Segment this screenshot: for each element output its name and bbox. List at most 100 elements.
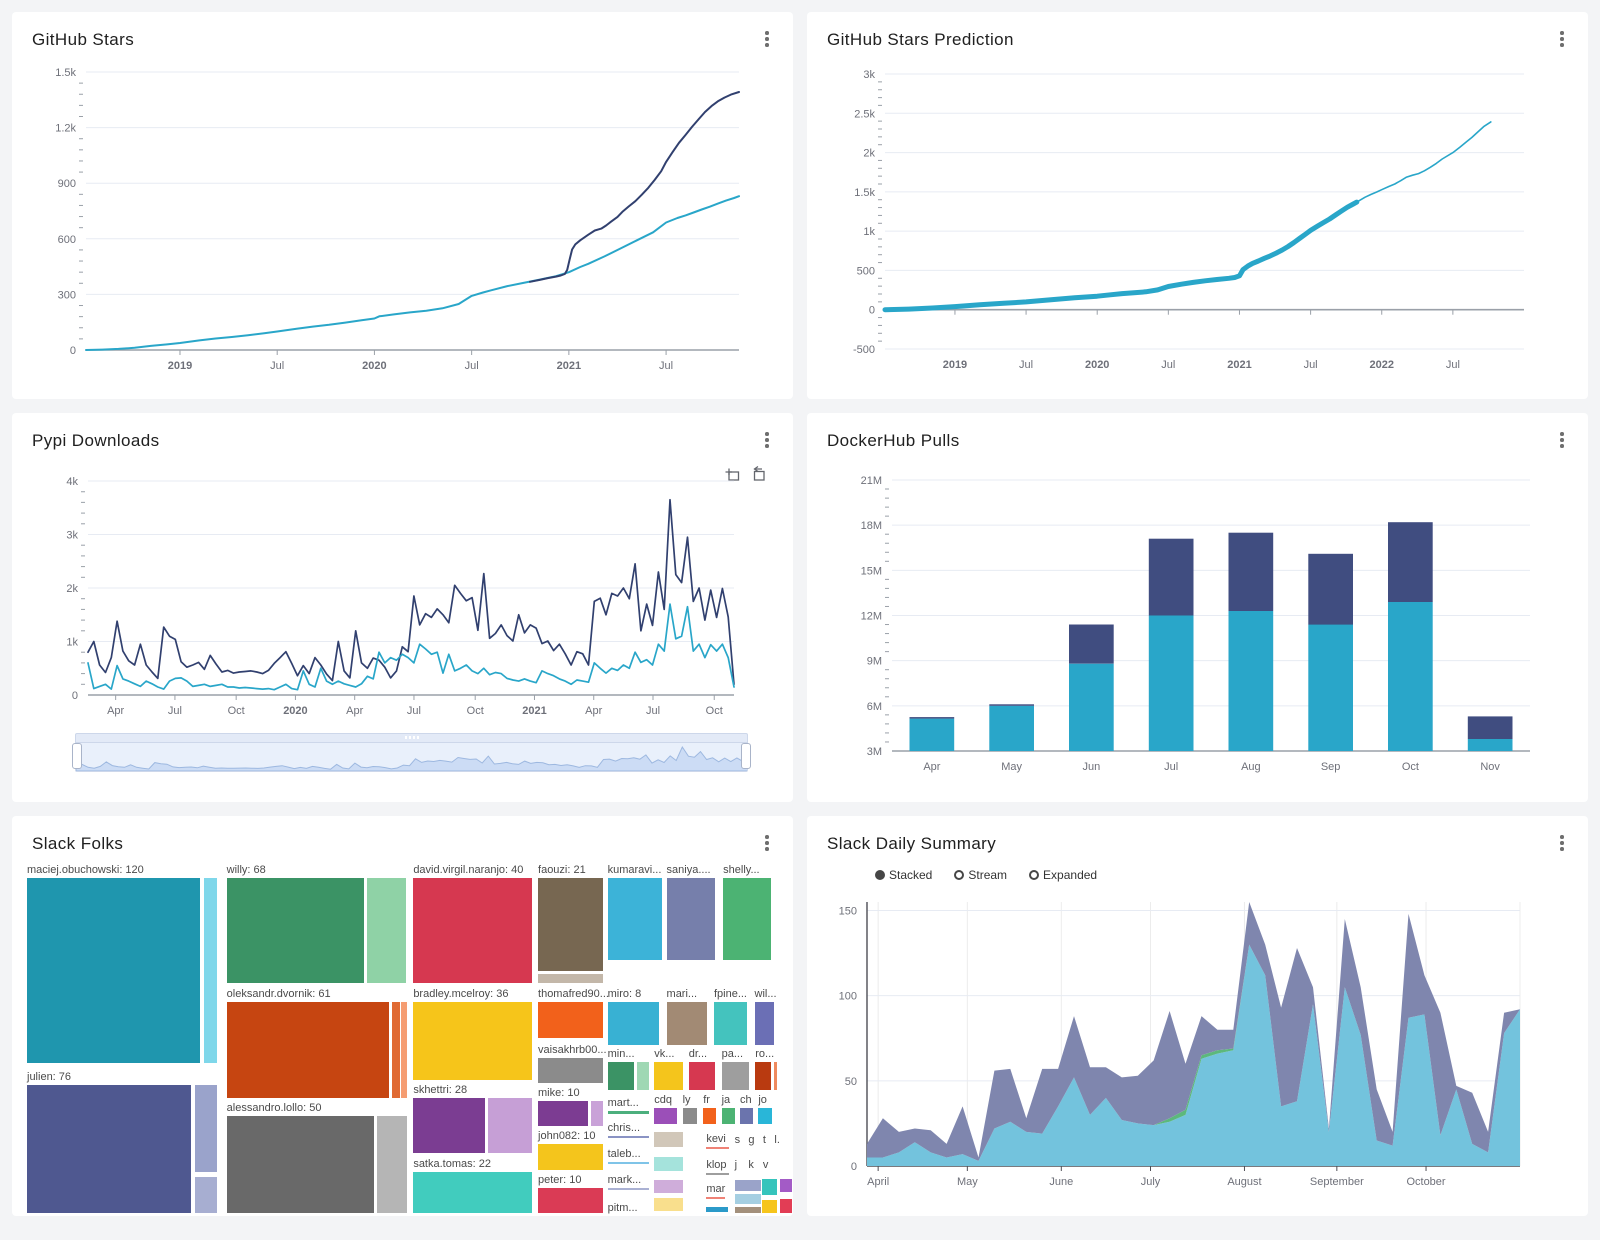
treemap-cell[interactable]: [413, 1001, 532, 1080]
bar-pulls-extra[interactable]: [1467, 716, 1513, 739]
treemap-cell[interactable]: [654, 1198, 683, 1212]
kebab-menu-icon[interactable]: [1552, 832, 1572, 854]
treemap-cell[interactable]: [773, 1061, 778, 1091]
treemap-cell[interactable]: [226, 878, 364, 983]
treemap-cell[interactable]: [654, 1179, 683, 1193]
treemap-cell[interactable]: [723, 878, 772, 961]
datazoom-slider[interactable]: [72, 733, 751, 772]
treemap-cell[interactable]: [226, 1001, 389, 1099]
treemap-cell[interactable]: [607, 1135, 649, 1139]
datazoom-move-bar[interactable]: [75, 733, 748, 743]
treemap-cell[interactable]: [762, 1199, 778, 1213]
bar-pulls-base[interactable]: [1388, 601, 1433, 751]
bar-pulls-extra[interactable]: [989, 704, 1034, 706]
treemap-cell[interactable]: [538, 878, 604, 972]
kebab-menu-icon[interactable]: [757, 429, 777, 451]
datazoom-icon[interactable]: [724, 465, 741, 482]
bar-pulls-base[interactable]: [1228, 611, 1274, 751]
kebab-menu-icon[interactable]: [757, 28, 777, 50]
treemap-cell[interactable]: [735, 1193, 761, 1204]
legend-stream[interactable]: Stream: [954, 868, 1007, 882]
treemap-cell[interactable]: [739, 1107, 753, 1125]
treemap-cell[interactable]: [607, 1111, 649, 1114]
treemap-cell[interactable]: [706, 1197, 725, 1200]
treemap-cell[interactable]: [538, 1187, 604, 1213]
treemap-cell[interactable]: [488, 1098, 532, 1154]
treemap-cell[interactable]: [706, 1147, 730, 1149]
treemap-cell[interactable]: [713, 1001, 747, 1046]
treemap-cell[interactable]: [754, 1001, 774, 1046]
treemap-cell[interactable]: [413, 1172, 532, 1213]
legend-expanded[interactable]: Expanded: [1029, 868, 1097, 882]
treemap-cell[interactable]: [590, 1101, 604, 1126]
treemap-cell[interactable]: [654, 1157, 683, 1172]
treemap-cell[interactable]: [688, 1061, 716, 1091]
bar-pulls-extra[interactable]: [1388, 522, 1433, 602]
bar-pulls-base[interactable]: [1467, 739, 1513, 751]
treemap-cell[interactable]: [779, 1198, 792, 1213]
datazoom-left-handle[interactable]: [72, 743, 82, 769]
treemap-cell[interactable]: [391, 1001, 400, 1099]
treemap-cell[interactable]: [27, 878, 200, 1063]
treemap-cell[interactable]: [538, 1101, 588, 1126]
treemap-cell[interactable]: [226, 1115, 374, 1213]
treemap-cell[interactable]: [735, 1206, 761, 1213]
treemap-cell[interactable]: [636, 1061, 649, 1091]
bar-pulls-base[interactable]: [1148, 615, 1194, 752]
svg-text:October: October: [1406, 1176, 1445, 1188]
treemap-cell[interactable]: [706, 1172, 730, 1175]
treemap-cell[interactable]: [762, 1179, 778, 1195]
bar-pulls-extra[interactable]: [1228, 532, 1274, 611]
treemap-cell[interactable]: [376, 1115, 408, 1213]
legend-stacked[interactable]: Stacked: [875, 868, 932, 882]
treemap-cell[interactable]: [27, 1085, 191, 1213]
treemap-cell[interactable]: [607, 1001, 659, 1046]
treemap-cell[interactable]: [758, 1107, 773, 1125]
treemap-cell[interactable]: [607, 1162, 649, 1165]
bar-pulls-extra[interactable]: [1308, 553, 1353, 625]
kebab-menu-icon[interactable]: [1552, 28, 1572, 50]
treemap-cell[interactable]: [538, 1143, 604, 1171]
treemap-cell[interactable]: [779, 1179, 792, 1192]
treemap-cell[interactable]: [607, 878, 662, 961]
datazoom-right-handle[interactable]: [741, 743, 751, 769]
treemap-label: min...: [607, 1047, 635, 1060]
treemap-cell[interactable]: [706, 1206, 728, 1213]
treemap-label: mike: 10: [538, 1087, 580, 1100]
restore-icon[interactable]: [750, 465, 767, 482]
treemap-cell[interactable]: [654, 1061, 683, 1091]
kebab-menu-icon[interactable]: [757, 832, 777, 854]
bar-pulls-base[interactable]: [909, 718, 955, 751]
treemap-cell[interactable]: [538, 1057, 604, 1084]
bar-pulls-extra[interactable]: [909, 717, 955, 719]
treemap-cell[interactable]: [735, 1179, 761, 1192]
bar-pulls-base[interactable]: [1308, 624, 1353, 752]
treemap-cell[interactable]: [194, 1085, 218, 1173]
treemap-cell[interactable]: [401, 1001, 408, 1099]
svg-text:2022: 2022: [1369, 359, 1393, 371]
bar-pulls-base[interactable]: [989, 705, 1034, 751]
treemap-cell[interactable]: [755, 1061, 772, 1091]
treemap-cell[interactable]: [203, 878, 218, 1063]
treemap-cell[interactable]: [666, 1001, 708, 1046]
treemap-cell[interactable]: [607, 1061, 634, 1091]
treemap-cell[interactable]: [654, 1131, 683, 1147]
treemap-cell[interactable]: [654, 1107, 678, 1125]
kebab-menu-icon[interactable]: [1552, 429, 1572, 451]
treemap-cell[interactable]: [538, 974, 604, 983]
treemap-cell[interactable]: [413, 878, 532, 983]
treemap-cell[interactable]: [366, 878, 406, 983]
bar-pulls-extra[interactable]: [1069, 624, 1114, 664]
bar-pulls-base[interactable]: [1069, 663, 1114, 751]
treemap-cell[interactable]: [538, 1001, 604, 1039]
treemap-cell[interactable]: [721, 1061, 750, 1091]
treemap-cell[interactable]: [721, 1107, 735, 1125]
treemap-cell[interactable]: [703, 1107, 717, 1125]
treemap-cell[interactable]: [666, 878, 716, 961]
panel-title: GitHub Stars Prediction: [827, 30, 1014, 49]
treemap-cell[interactable]: [607, 1187, 649, 1190]
treemap-cell[interactable]: [194, 1177, 218, 1213]
treemap-cell[interactable]: [413, 1098, 486, 1154]
bar-pulls-extra[interactable]: [1148, 538, 1194, 616]
treemap-cell[interactable]: [682, 1107, 698, 1125]
